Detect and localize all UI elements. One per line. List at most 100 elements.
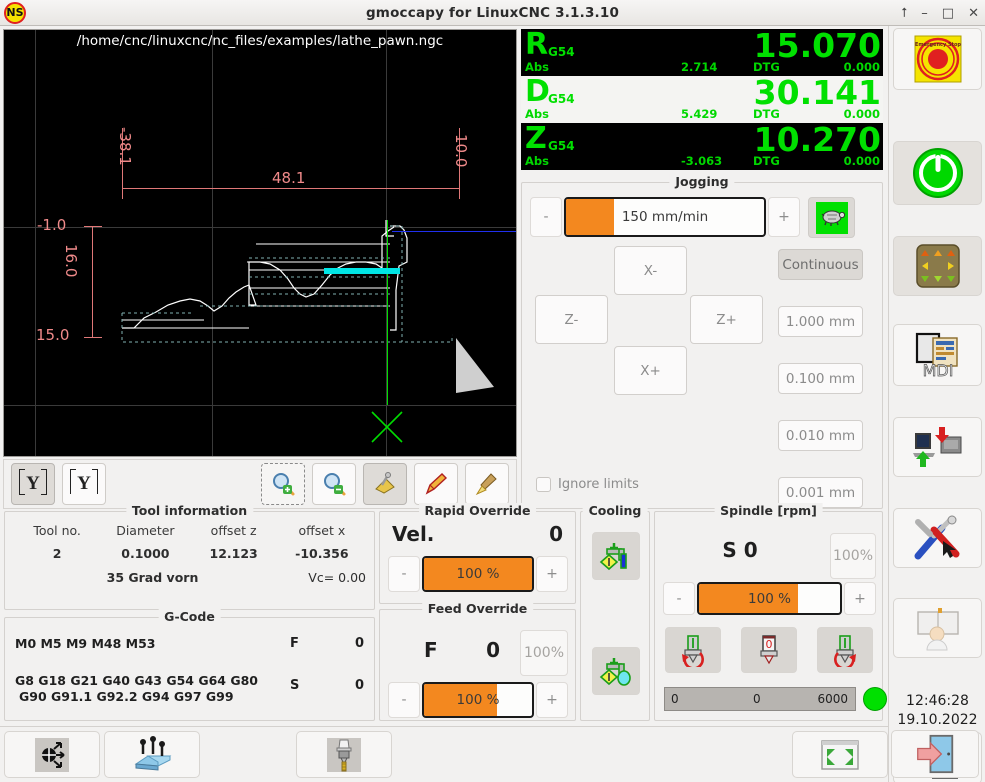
rapid-override-title: Rapid Override	[418, 503, 537, 518]
dro-row-r[interactable]: R G54 15.070 Abs 2.714 DTG 0.000	[521, 26, 883, 76]
estop-button[interactable]: Emergency Stop	[893, 28, 982, 90]
jog-increment-0-01mm[interactable]: 0.010 mm	[778, 420, 863, 451]
feed-override-bar[interactable]: 100 %	[422, 682, 534, 718]
dro-dtg-label: DTG	[753, 60, 780, 74]
jog-x-plus-button[interactable]: X+	[614, 346, 687, 395]
mdi-mode-button[interactable]: MDI	[893, 324, 982, 386]
jog-increment-0-001mm[interactable]: 0.001 mm	[778, 477, 863, 508]
mist-coolant-button[interactable]	[592, 647, 640, 695]
spindle-ccw-button[interactable]	[665, 627, 721, 673]
fullscreen-button[interactable]	[792, 731, 888, 778]
dro-abs-value: -3.063	[681, 154, 723, 168]
svg-text:Emergency Stop: Emergency Stop	[915, 42, 961, 48]
jog-velocity-bar[interactable]: 150 mm/min	[564, 197, 766, 237]
clear-plot-button[interactable]	[465, 463, 509, 505]
jog-velocity-minus-button[interactable]: -	[530, 197, 562, 237]
jog-increment-1mm-label: 1.000 mm	[785, 313, 856, 330]
spindle-override-bar[interactable]: 100 %	[697, 582, 842, 615]
gcode-speed-label: S	[290, 678, 300, 693]
edit-gcode-button[interactable]	[414, 463, 458, 505]
jog-velocity-plus-button[interactable]: +	[768, 197, 800, 237]
current-position-line	[387, 220, 388, 405]
tool-header-diameter: Diameter	[116, 523, 175, 538]
homing-button[interactable]	[4, 731, 100, 778]
jog-velocity-control: - 150 mm/min +	[530, 197, 800, 237]
feed-override-readout: F 0	[424, 638, 500, 662]
auto-run-icon	[912, 427, 961, 467]
rapid-override-minus-button[interactable]: -	[388, 556, 420, 592]
jogging-panel: Jogging - 150 mm/min + X-	[521, 174, 883, 509]
dimension-tick	[84, 226, 102, 227]
manual-mode-button[interactable]	[893, 236, 982, 296]
axis-y-icon: Y	[19, 469, 47, 495]
flood-coolant-button[interactable]	[592, 532, 640, 580]
bottom-toolbar	[0, 726, 888, 782]
window-title: gmoccapy for LinuxCNC 3.1.3.10	[365, 4, 620, 21]
dro-dtg-value: 0.000	[843, 154, 880, 168]
spindle-panel: Spindle [rpm] S 0 100% - 100 % +	[654, 503, 887, 721]
spindle-cw-button[interactable]	[817, 627, 873, 673]
rapid-move-line	[392, 231, 516, 232]
checkbox-box	[536, 477, 551, 492]
dro-row-z[interactable]: Z G54 10.270 Abs -3.063 DTG 0.000	[521, 120, 883, 170]
gcode-feed-label: F	[290, 636, 299, 651]
jog-turtle-button[interactable]	[808, 197, 855, 238]
close-icon[interactable]: ✕	[968, 5, 979, 21]
tool-information-grid: Tool no. Diameter offset z offset x 2 0.…	[13, 518, 366, 603]
touch-off-button[interactable]	[104, 731, 200, 778]
spindle-override-reset-label: 100%	[832, 548, 874, 564]
minimize-icon[interactable]: –	[921, 5, 928, 21]
jog-z-plus-label: Z+	[716, 311, 737, 328]
zoom-in-button[interactable]	[261, 463, 305, 505]
jog-x-minus-button[interactable]: X-	[614, 246, 687, 295]
gcode-codes: M0 M5 M9 M48 M53 G8 G18 G21 G40 G43 G54 …	[15, 626, 290, 712]
gcode-panel: G-Code M0 M5 M9 M48 M53 G8 G18 G21 G40 G…	[4, 609, 375, 721]
user-tabs-button[interactable]	[893, 598, 982, 658]
view-y2-button[interactable]: Y	[62, 463, 106, 505]
home-axes-icon	[35, 737, 69, 772]
spindle-override-plus-button[interactable]: +	[844, 582, 876, 615]
spindle-override-minus-button[interactable]: -	[663, 582, 695, 615]
spindle-stop-icon: 0	[760, 635, 778, 665]
rapid-override-readout: Vel. 0	[392, 522, 563, 546]
settings-button[interactable]	[893, 508, 982, 568]
feed-override-title: Feed Override	[421, 601, 534, 616]
rapid-override-bar[interactable]: 100 %	[422, 556, 534, 592]
dro-dtg-label: DTG	[753, 107, 780, 121]
tool-vc-value: Vc= 0.00	[308, 570, 366, 585]
jog-increment-0-1mm[interactable]: 0.100 mm	[778, 363, 863, 394]
feed-override-minus-button[interactable]: -	[388, 682, 420, 718]
spindle-title: Spindle [rpm]	[714, 503, 823, 518]
zoom-out-button[interactable]	[312, 463, 356, 505]
dro-row-d[interactable]: D G54 30.141 Abs 5.429 DTG 0.000	[521, 73, 883, 123]
jog-z-minus-button[interactable]: Z-	[535, 295, 608, 344]
ignore-limits-checkbox[interactable]: Ignore limits	[536, 477, 639, 492]
machine-power-button[interactable]	[893, 141, 982, 205]
feed-override-plus-button[interactable]: +	[536, 682, 568, 718]
auto-mode-button[interactable]	[893, 417, 982, 477]
spindle-stop-button[interactable]: 0	[741, 627, 797, 673]
tool-information-values: 2 0.1000 12.123 -10.356	[13, 538, 366, 561]
view-y-button[interactable]: Y	[11, 463, 55, 505]
spindle-override-label: 100 %	[748, 590, 791, 607]
show-dimensions-button[interactable]	[363, 463, 407, 505]
gcode-preview[interactable]: /home/cnc/linuxcnc/nc_files/examples/lat…	[3, 29, 517, 457]
window-controls: ⭡ – □ ✕	[901, 0, 979, 26]
tool-change-button[interactable]	[296, 731, 392, 778]
spindle-bar-max: 6000	[817, 692, 848, 706]
feed-override-reset-button[interactable]: 100%	[520, 630, 568, 676]
spindle-override-reset-button[interactable]: 100%	[830, 533, 876, 579]
back-exit-button[interactable]	[891, 730, 979, 778]
rollup-icon[interactable]: ⭡	[901, 5, 908, 21]
dimension-tick	[459, 128, 460, 188]
power-icon	[912, 148, 963, 198]
jog-increment-1mm[interactable]: 1.000 mm	[778, 306, 863, 337]
rapid-override-plus-button[interactable]: +	[536, 556, 568, 592]
jog-x-minus-label: X-	[643, 262, 658, 279]
jogging-title: Jogging	[669, 174, 735, 189]
preview-file-path: /home/cnc/linuxcnc/nc_files/examples/lat…	[76, 33, 444, 49]
jog-z-plus-button[interactable]: Z+	[690, 295, 763, 344]
maximize-icon[interactable]: □	[941, 5, 955, 21]
rapid-vel-label: Vel.	[392, 522, 435, 546]
jog-increment-continuous[interactable]: Continuous	[778, 249, 863, 280]
